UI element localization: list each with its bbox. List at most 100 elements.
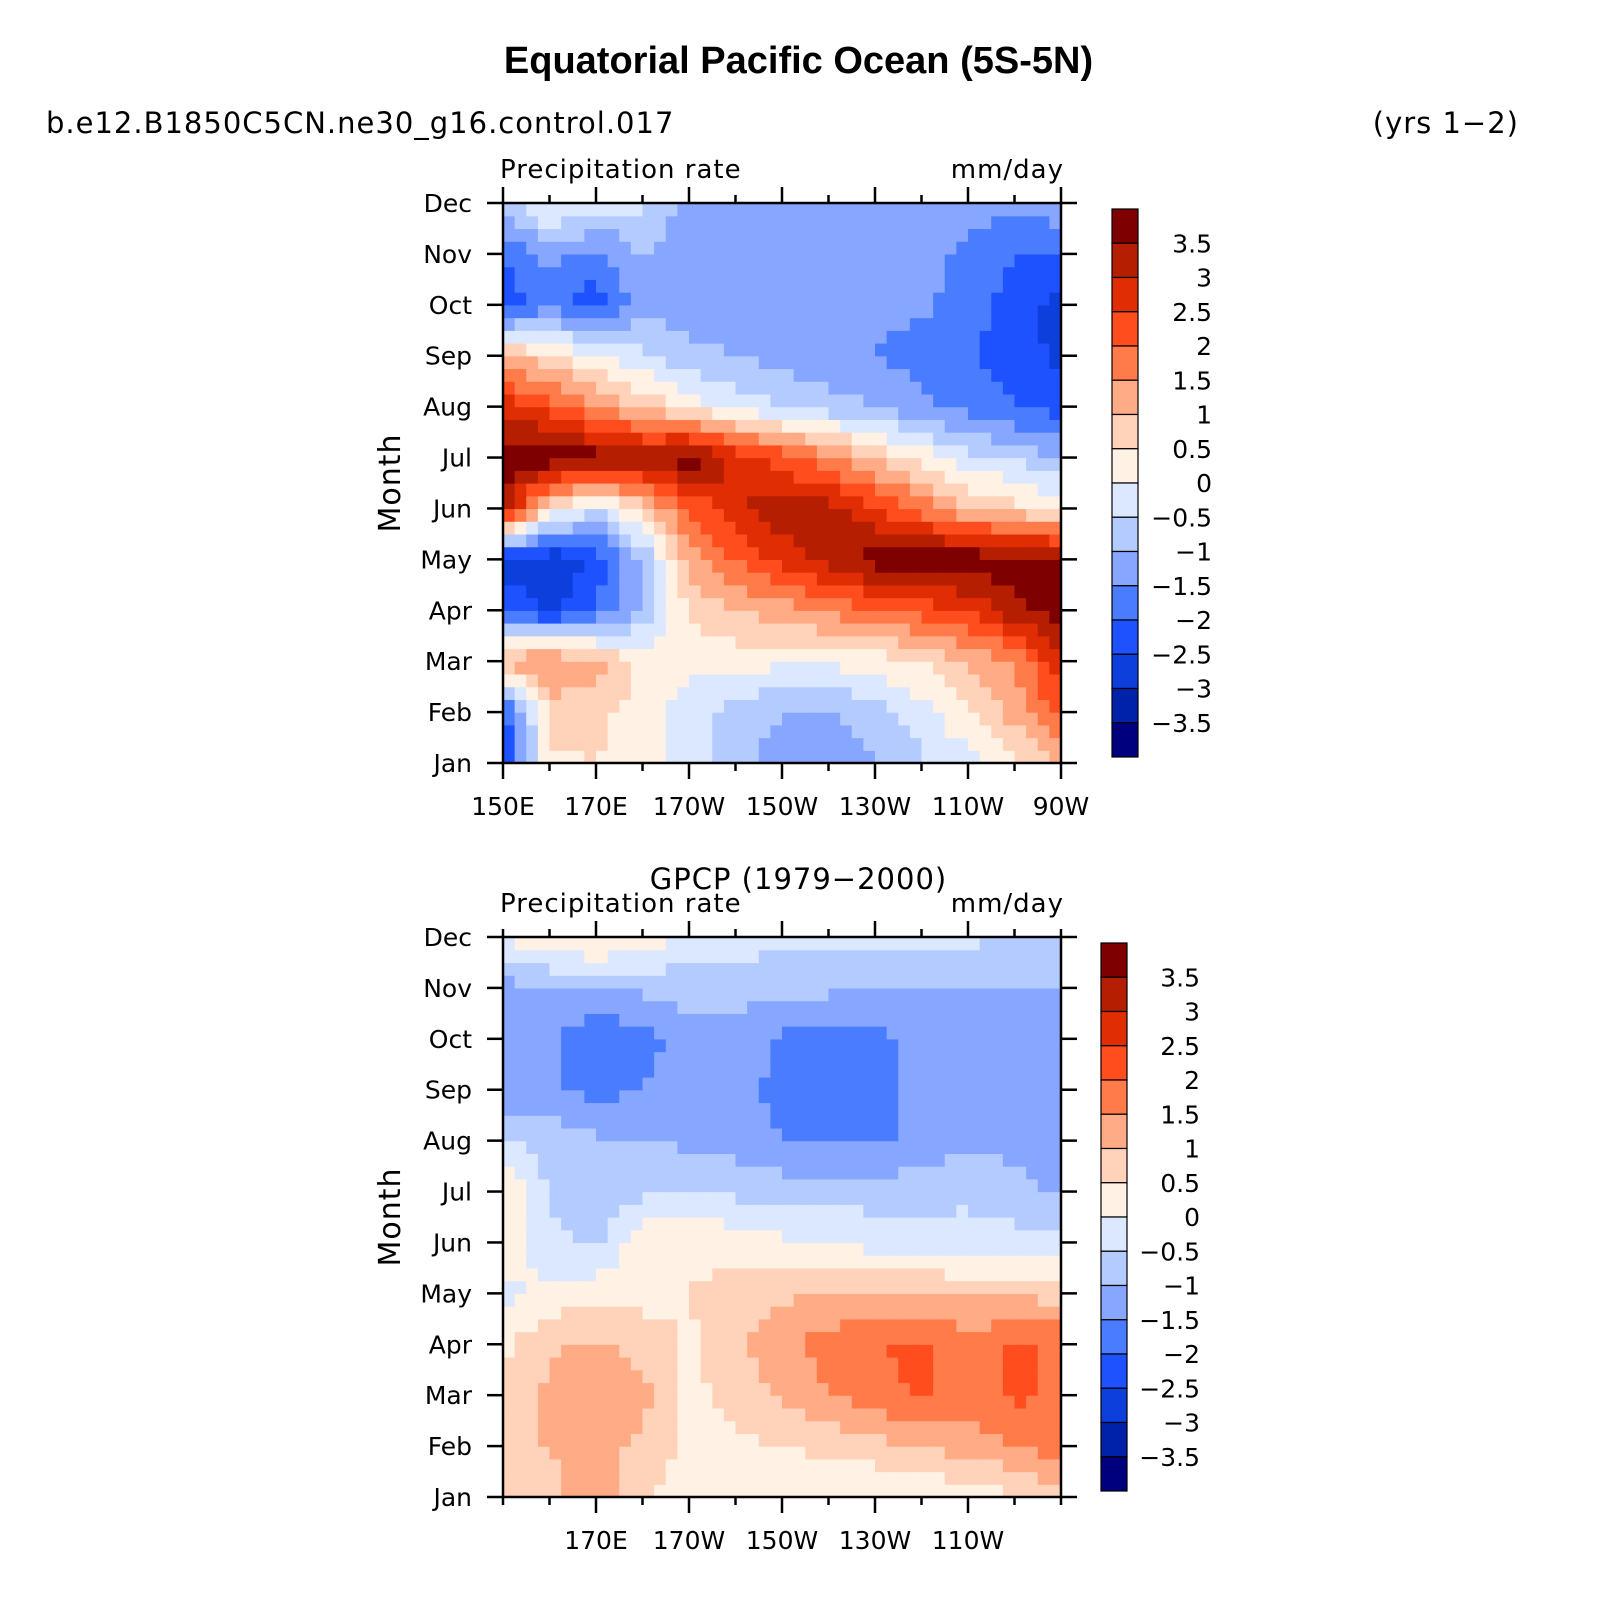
heatmap-cell [991,1242,1004,1256]
heatmap-cell [747,330,760,344]
heatmap-cell [514,1127,527,1142]
colorbar-box [1111,379,1139,416]
heatmap-cell [921,949,934,964]
heatmap-cell [875,1229,888,1244]
heatmap-cell [1049,393,1062,408]
heatmap-cell [991,1000,1004,1014]
heatmap-cell [503,1407,516,1422]
heatmap-cell [991,304,1004,319]
heatmap-cell [561,1471,574,1485]
heatmap-cell [816,962,830,976]
heatmap-cell [816,368,830,382]
heatmap-cell [921,1000,934,1014]
heatmap-cell [537,962,551,976]
heatmap-cell [1049,584,1062,599]
heatmap-cell [933,330,946,344]
heatmap-cell [549,1229,562,1244]
heatmap-cell [968,1089,981,1104]
heatmap-cell [561,215,574,230]
heatmap-cell [584,521,597,535]
heatmap-cell [561,572,574,586]
heatmap-cell [898,1166,911,1180]
heatmap-cell [991,987,1004,1002]
heatmap-cell [968,483,981,497]
heatmap-cell [747,355,760,370]
heatmap-cell [723,559,737,573]
heatmap-cell [828,559,841,573]
heatmap-cell [596,508,609,522]
heatmap-cell [956,508,969,522]
heatmap-cell [1026,937,1039,951]
heatmap-cell [979,572,992,586]
heatmap-cell [782,253,795,268]
heatmap-cell [909,597,923,611]
heatmap-cell [840,1395,853,1409]
heatmap-cell [991,661,1004,675]
heatmap-cell [944,1127,957,1142]
heatmap-cell [572,987,585,1002]
heatmap-cell [816,1191,830,1205]
heatmap-cell [921,406,934,420]
heatmap-cell [1026,1420,1039,1434]
heatmap-cell [723,444,737,459]
heatmap-cell [584,737,597,751]
heatmap-cell [886,1115,899,1129]
heatmap-cell [607,1458,620,1473]
heatmap-cell [537,228,551,242]
heatmap-cell [665,330,678,344]
heatmap-cell [758,686,771,700]
heatmap-cell [619,1420,632,1434]
heatmap-cell [840,1140,853,1154]
heatmap-cell [758,737,771,751]
heatmap-cell [619,699,632,713]
heatmap-cell [607,975,620,989]
heatmap-cell [851,330,864,344]
heatmap-cell [549,1115,562,1129]
heatmap-cell [909,559,923,573]
heatmap-cell [665,432,678,446]
heatmap-cell [537,1458,551,1473]
heatmap-cell [828,368,841,382]
heatmap-cell [886,1026,899,1040]
heatmap-cell [805,661,818,675]
heatmap-cell [828,1255,841,1269]
heatmap-cell [979,355,992,370]
heatmap-cell [619,279,632,293]
heatmap-cell [561,648,574,662]
heatmap-cell [968,1178,981,1193]
heatmap-cell [642,495,655,510]
heatmap-cell [968,699,981,713]
heatmap-cell [503,987,516,1002]
heatmap-cell [921,419,934,433]
heatmap-cell [723,1331,737,1345]
heatmap-cell [805,508,818,522]
heatmap-cell [1014,253,1027,268]
heatmap-cell [526,559,539,573]
heatmap-cell [1037,1204,1050,1218]
heatmap-cell [665,712,678,726]
heatmap-cell [735,962,748,976]
heatmap-cell [968,546,981,560]
heatmap-cell [700,1471,713,1485]
heatmap-cell [654,1446,667,1460]
heatmap-cell [1014,1255,1027,1269]
heatmap-cell [607,1166,620,1180]
heatmap-cell [921,572,934,586]
heatmap-cell [526,1280,539,1294]
heatmap-cell [572,266,585,280]
heatmap-cell [816,1280,830,1294]
heatmap-cell [677,712,690,726]
heatmap-cell [572,317,585,331]
heatmap-cell [584,406,597,420]
heatmap-cell [921,241,934,255]
heatmap-cell [944,393,957,408]
heatmap-cell [665,304,678,319]
heatmap-cell [933,292,946,306]
heatmap-cell [526,1217,539,1231]
heatmap-cell [956,1038,969,1053]
heatmap-cell [549,597,562,611]
heatmap-cell [828,419,841,433]
heatmap-cell [503,228,516,242]
colorbar-box [1111,311,1139,347]
heatmap-cell [584,1331,597,1345]
